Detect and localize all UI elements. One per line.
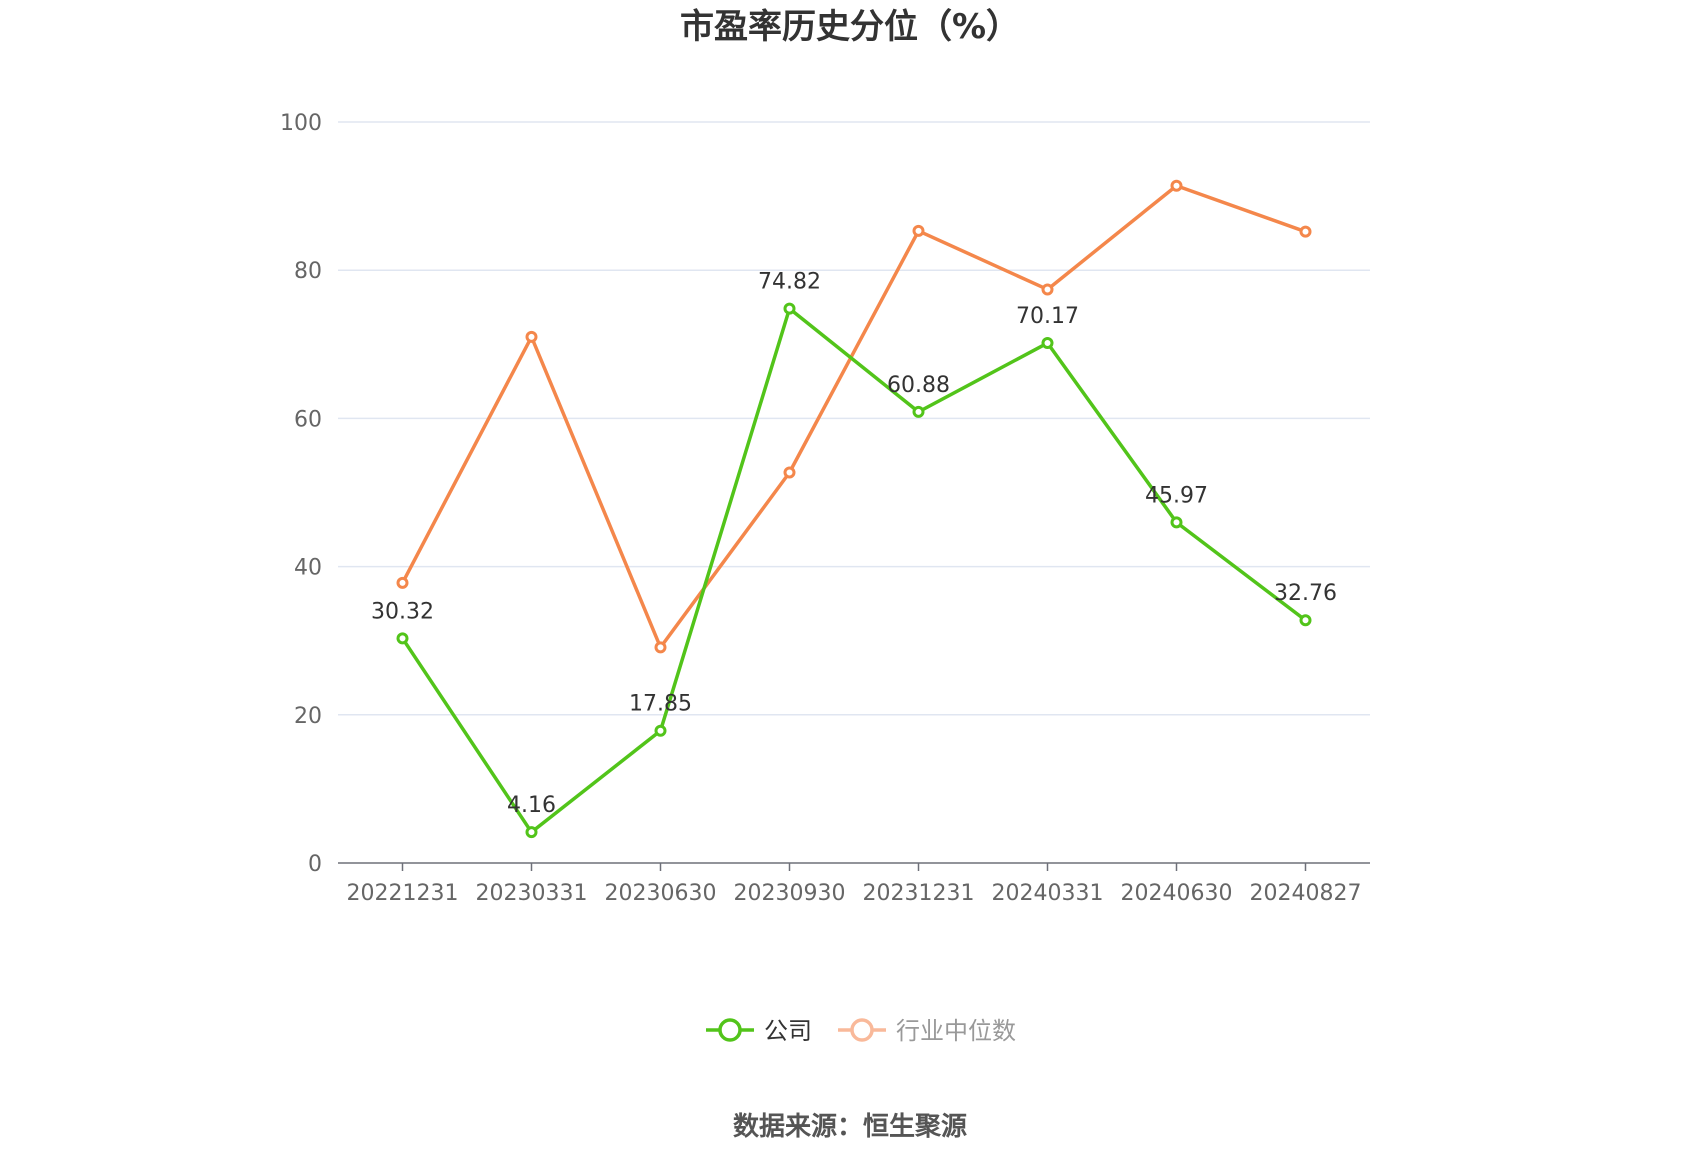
x-tick-label: 20230331 [476, 881, 588, 906]
data-point [783, 466, 796, 479]
y-tick-label: 40 [294, 556, 322, 581]
x-tick-label: 20221231 [347, 881, 459, 906]
series-line-company [400, 306, 1308, 834]
axes: 0 20 40 60 80 100 20221231 20230331 20230630 2023… [280, 111, 1370, 906]
series-line-industry-median [400, 183, 1308, 650]
legend-item-company[interactable]: 公司 [706, 1017, 812, 1045]
y-tick-label: 80 [294, 259, 322, 284]
data-point [1041, 337, 1054, 350]
y-tick-label: 60 [294, 407, 322, 432]
data-point [1299, 225, 1312, 238]
data-point [1299, 614, 1312, 627]
data-point [654, 724, 667, 737]
legend-marker-icon [850, 1018, 874, 1042]
data-point [1170, 179, 1183, 192]
data-label: 32.76 [1274, 581, 1337, 606]
x-tick-label: 20230930 [734, 881, 846, 906]
x-tick-label: 20240630 [1121, 881, 1233, 906]
data-label: 74.82 [758, 270, 821, 295]
data-label: 60.88 [887, 373, 950, 398]
data-point [783, 302, 796, 315]
grid-lines [338, 121, 1370, 716]
data-point [912, 405, 925, 418]
chart-title: 市盈率历史分位（%） [680, 7, 1020, 47]
data-label: 70.17 [1016, 304, 1079, 329]
data-label: 4.16 [507, 793, 556, 818]
data-point [1041, 283, 1054, 296]
source-note: 数据来源：恒生聚源 [733, 1112, 967, 1142]
legend-label: 行业中位数 [896, 1017, 1016, 1045]
legend-label: 公司 [764, 1017, 812, 1045]
data-point [525, 826, 538, 839]
y-tick-label: 20 [294, 704, 322, 729]
series-lines [396, 179, 1312, 839]
data-point [525, 330, 538, 343]
y-tick-label: 0 [308, 852, 322, 877]
data-point [912, 224, 925, 237]
legend[interactable]: 公司 行业中位数 [706, 1017, 1016, 1045]
legend-item-industry-median[interactable]: 行业中位数 [838, 1017, 1016, 1045]
x-tick-label: 20240827 [1250, 881, 1362, 906]
data-label: 30.32 [371, 599, 434, 624]
data-point [1170, 516, 1183, 529]
data-label: 45.97 [1145, 483, 1208, 508]
data-labels: 30.32 4.16 17.85 74.82 60.88 70.17 45.97 32.76 [371, 270, 1337, 819]
y-tick-label: 100 [280, 111, 322, 136]
data-point [396, 576, 409, 589]
x-tick-label: 20231231 [863, 881, 975, 906]
data-point [654, 641, 667, 654]
data-label: 17.85 [629, 692, 692, 717]
x-tick-label: 20240331 [992, 881, 1104, 906]
x-tick-label: 20230630 [605, 881, 717, 906]
legend-marker-icon [718, 1018, 742, 1042]
data-point [396, 632, 409, 645]
